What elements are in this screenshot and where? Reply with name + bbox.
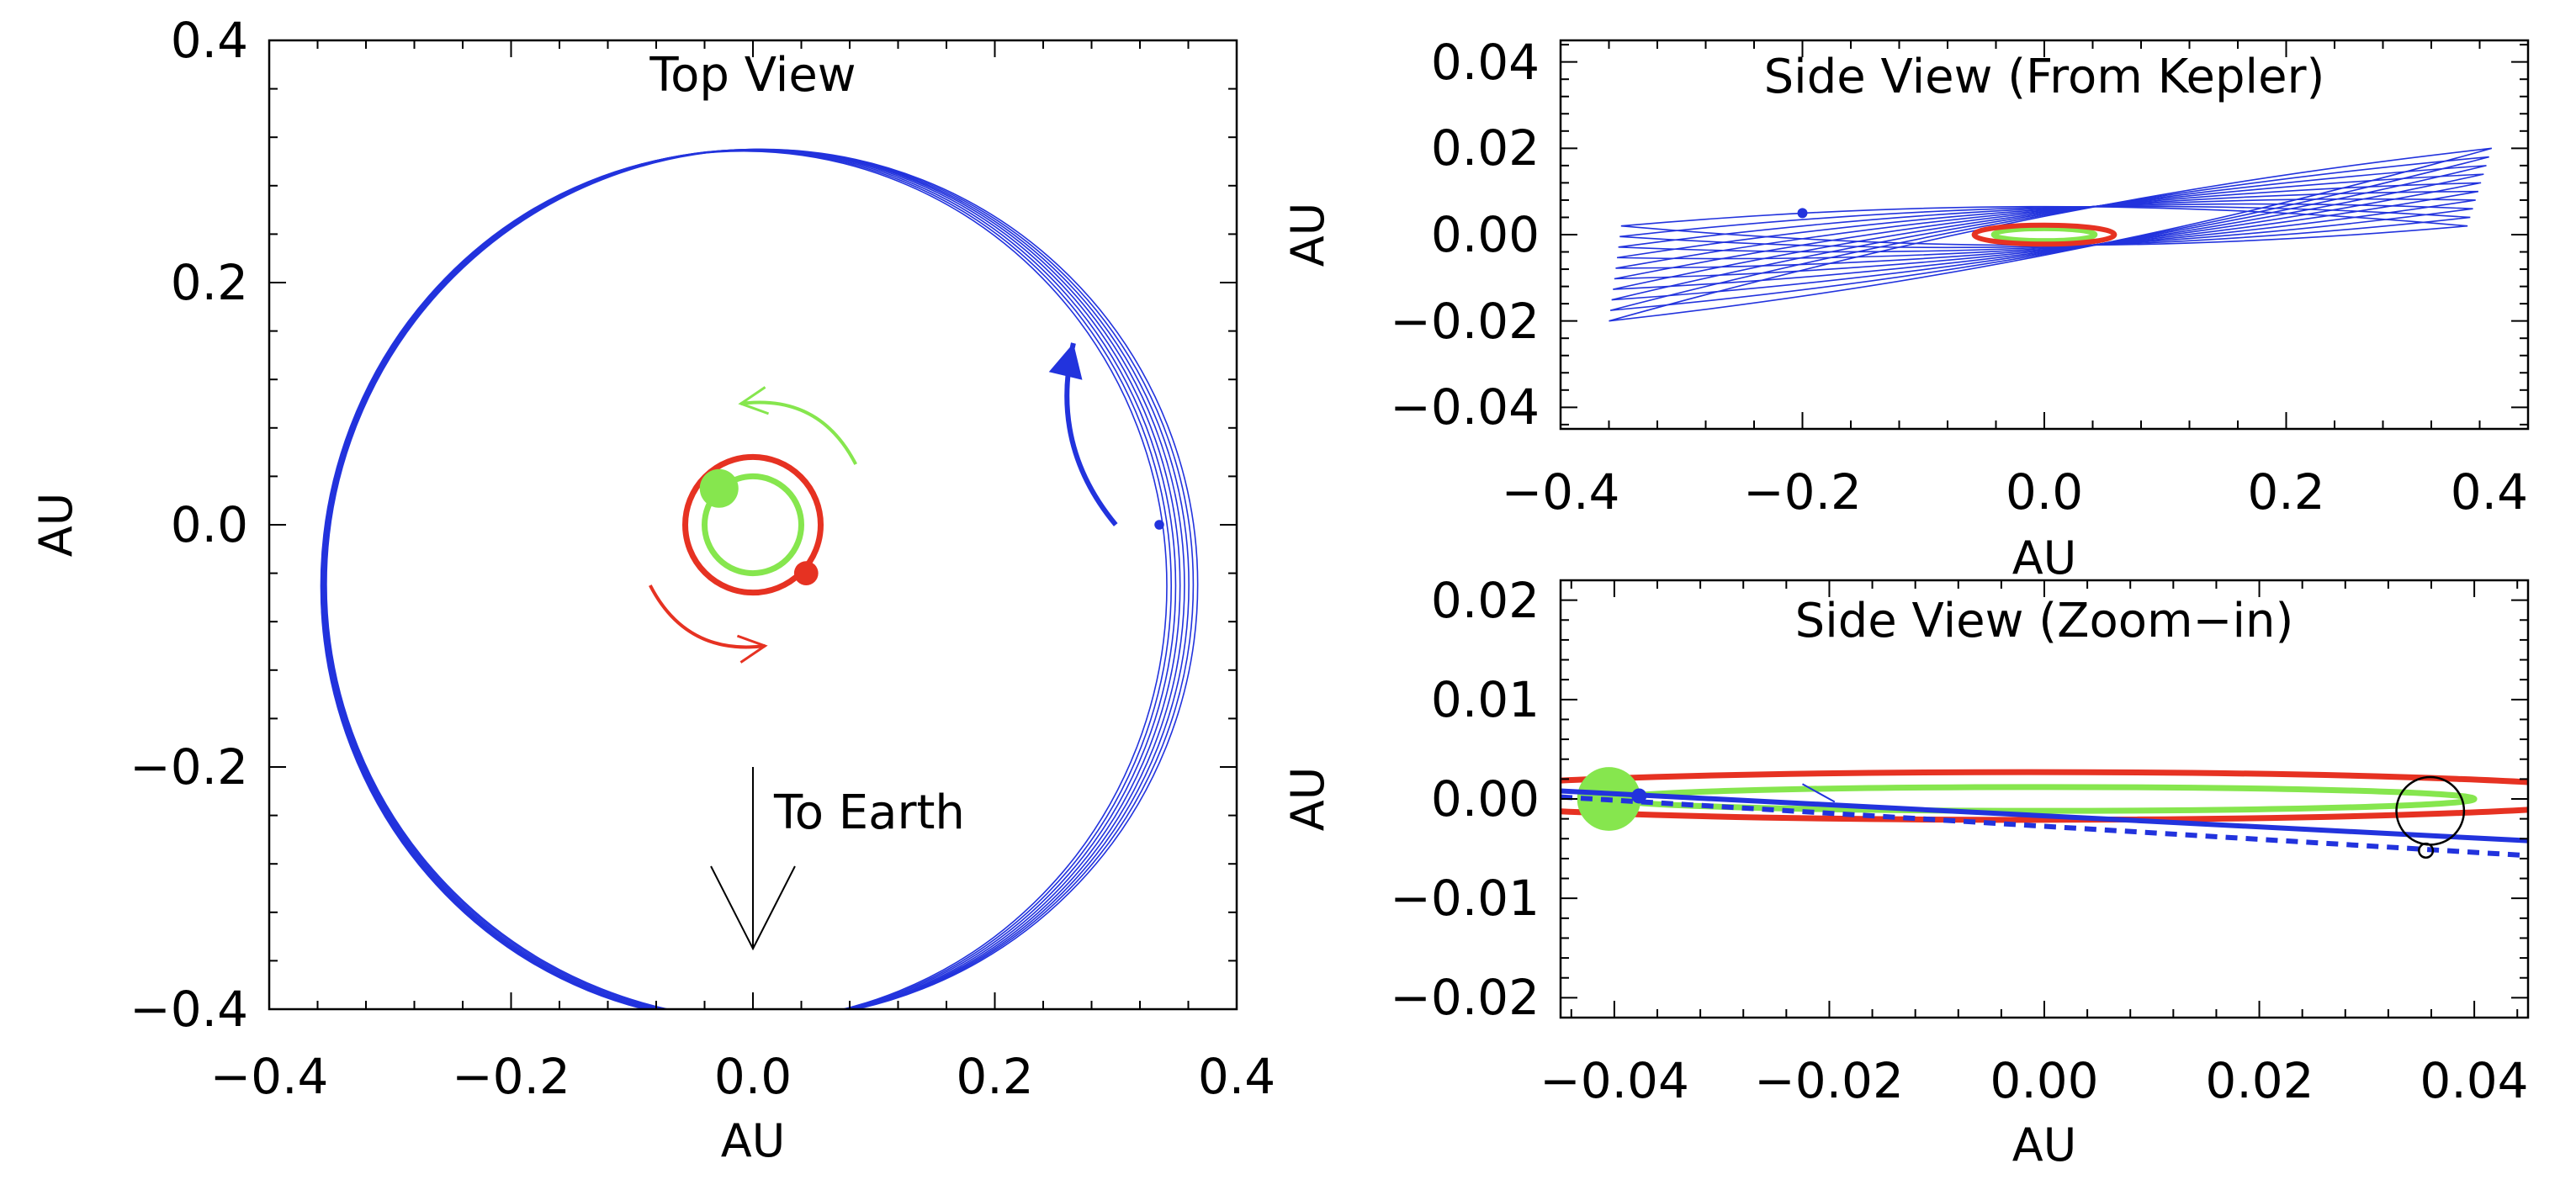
side-view-y-axis-label: AU <box>1281 203 1334 267</box>
star-B-marker <box>699 468 739 508</box>
planet-path-dashed <box>1561 794 2528 859</box>
planet-orbit <box>324 148 1190 1009</box>
side-view-ticks <box>1560 40 2529 429</box>
zoom-view-title: Side View (Zoom−in) <box>1795 594 2294 648</box>
planet-orbit <box>1619 205 2471 249</box>
side-view-title: Side View (From Kepler) <box>1764 50 2325 104</box>
planet-orbit <box>1615 190 2479 269</box>
top-view-y-tick-label: 0.4 <box>171 12 248 69</box>
zoom-view-x-axis-label: AU <box>2012 1119 2076 1171</box>
top-view-ticks <box>268 40 1238 1010</box>
zoom-view-y-tick-label: −0.02 <box>1390 969 1540 1026</box>
planet-orbit <box>1613 173 2484 290</box>
to-earth-arrowhead <box>710 865 796 951</box>
top-view-x-tick-label: 0.0 <box>714 1048 792 1105</box>
planet-orbit <box>1616 198 2476 260</box>
zoom-view-y-tick-label: 0.01 <box>1431 671 1540 728</box>
zoom-view-x-tick-label: −0.04 <box>1540 1052 1689 1109</box>
top-view-x-tick-label: 0.4 <box>1198 1048 1275 1105</box>
side-view-y-tick-label: 0.02 <box>1431 119 1540 177</box>
side-view-y-tick-label: −0.02 <box>1390 293 1540 350</box>
planet-path <box>1561 788 2528 844</box>
top-view-x-tick-label: 0.2 <box>956 1048 1033 1105</box>
planet-orbit <box>1618 203 2473 253</box>
top-view-x-tick-label: −0.4 <box>210 1048 329 1105</box>
planet-direction-arrowhead <box>1048 343 1083 380</box>
side-view-x-tick-label: −0.2 <box>1743 463 1862 521</box>
top-view-title: Top View <box>649 48 856 103</box>
zoom-view-x-tick-label: 0.02 <box>2205 1052 2314 1109</box>
planet-orbit <box>326 148 1199 1009</box>
side-view-x-tick-label: 0.0 <box>2006 463 2083 521</box>
top-view-y-tick-label: 0.0 <box>171 496 248 553</box>
panel-zoom-view: Side View (Zoom−in) −0.04 −0.02 0.00 0.0… <box>1281 572 2530 1171</box>
planet-path-tick <box>1802 783 1836 803</box>
planet-orbit <box>1611 165 2487 301</box>
star-a-orbit <box>1971 222 2118 247</box>
zoom-view-x-tick-label: 0.04 <box>2420 1052 2528 1109</box>
star-B-direction-arrowhead <box>738 386 770 415</box>
star-B-direction-arrow <box>740 400 857 465</box>
panel-top-view: Top View To Earth −0.4 −0.2 0.0 0.2 0.4 … <box>29 12 1275 1167</box>
side-view-y-tick-label: 0.00 <box>1431 206 1540 263</box>
planet-marker <box>1631 788 1647 804</box>
zoom-view-x-tick-label: −0.02 <box>1754 1052 1904 1109</box>
side-view-y-tick-label: 0.04 <box>1431 34 1540 91</box>
zoom-view-y-tick-label: 0.00 <box>1431 770 1540 828</box>
star-A-direction-arrow <box>649 584 766 649</box>
zoom-view-y-tick-label: −0.01 <box>1390 870 1540 927</box>
top-view-y-axis-label: AU <box>29 493 82 557</box>
side-view-plot-area <box>1609 147 2493 322</box>
zoom-view-ticks <box>1561 579 2528 1018</box>
planet-orbit <box>1609 156 2489 311</box>
side-view-x-tick-label: −0.4 <box>1502 463 1620 521</box>
planet-orbit <box>1614 182 2482 280</box>
side-view-x-tick-label: 0.4 <box>2451 463 2528 521</box>
zoom-view-x-tick-label: 0.00 <box>1990 1052 2098 1109</box>
top-view-y-tick-label: 0.2 <box>171 254 248 311</box>
planet-orbit <box>1620 205 2468 246</box>
top-view-annotation: To Earth <box>773 785 965 840</box>
planet-marker <box>1154 520 1164 530</box>
zoom-view-y-axis-label: AU <box>1281 767 1334 831</box>
planet-marker <box>1797 208 1808 219</box>
zoom-view-plot-area <box>1561 767 2528 859</box>
side-view-x-axis-label: AU <box>2012 532 2076 584</box>
star-a-orbit <box>682 453 824 596</box>
zoom-view-y-tick-label: 0.02 <box>1431 572 1540 629</box>
star-b-orbit <box>1990 225 2098 244</box>
top-view-y-tick-label: −0.2 <box>130 738 248 796</box>
top-view-x-axis-label: AU <box>721 1114 785 1167</box>
star-A-marker <box>793 561 819 585</box>
star-A-direction-arrowhead <box>736 634 768 664</box>
side-view-x-tick-label: 0.2 <box>2247 463 2324 521</box>
panel-side-view: Side View (From Kepler) −0.4 −0.2 0.0 0.… <box>1281 34 2530 584</box>
top-view-plot-area <box>320 148 1199 1009</box>
star-b-orbit <box>702 473 804 577</box>
reference-small-circle <box>2418 842 2435 859</box>
top-view-y-tick-label: −0.4 <box>130 981 248 1038</box>
side-view-y-tick-label: −0.04 <box>1390 378 1540 436</box>
top-view-x-tick-label: −0.2 <box>452 1048 570 1105</box>
star-a-orbit <box>1561 769 2528 823</box>
